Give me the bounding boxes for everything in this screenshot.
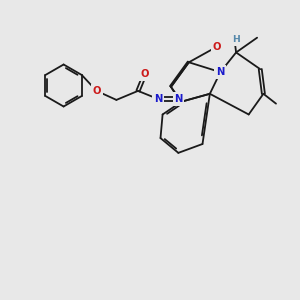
Text: N: N (216, 67, 224, 77)
Text: O: O (92, 86, 101, 96)
Text: O: O (141, 69, 149, 79)
Text: N: N (174, 94, 183, 104)
Text: N: N (154, 94, 162, 104)
Text: H: H (232, 35, 240, 44)
Text: O: O (213, 41, 221, 52)
